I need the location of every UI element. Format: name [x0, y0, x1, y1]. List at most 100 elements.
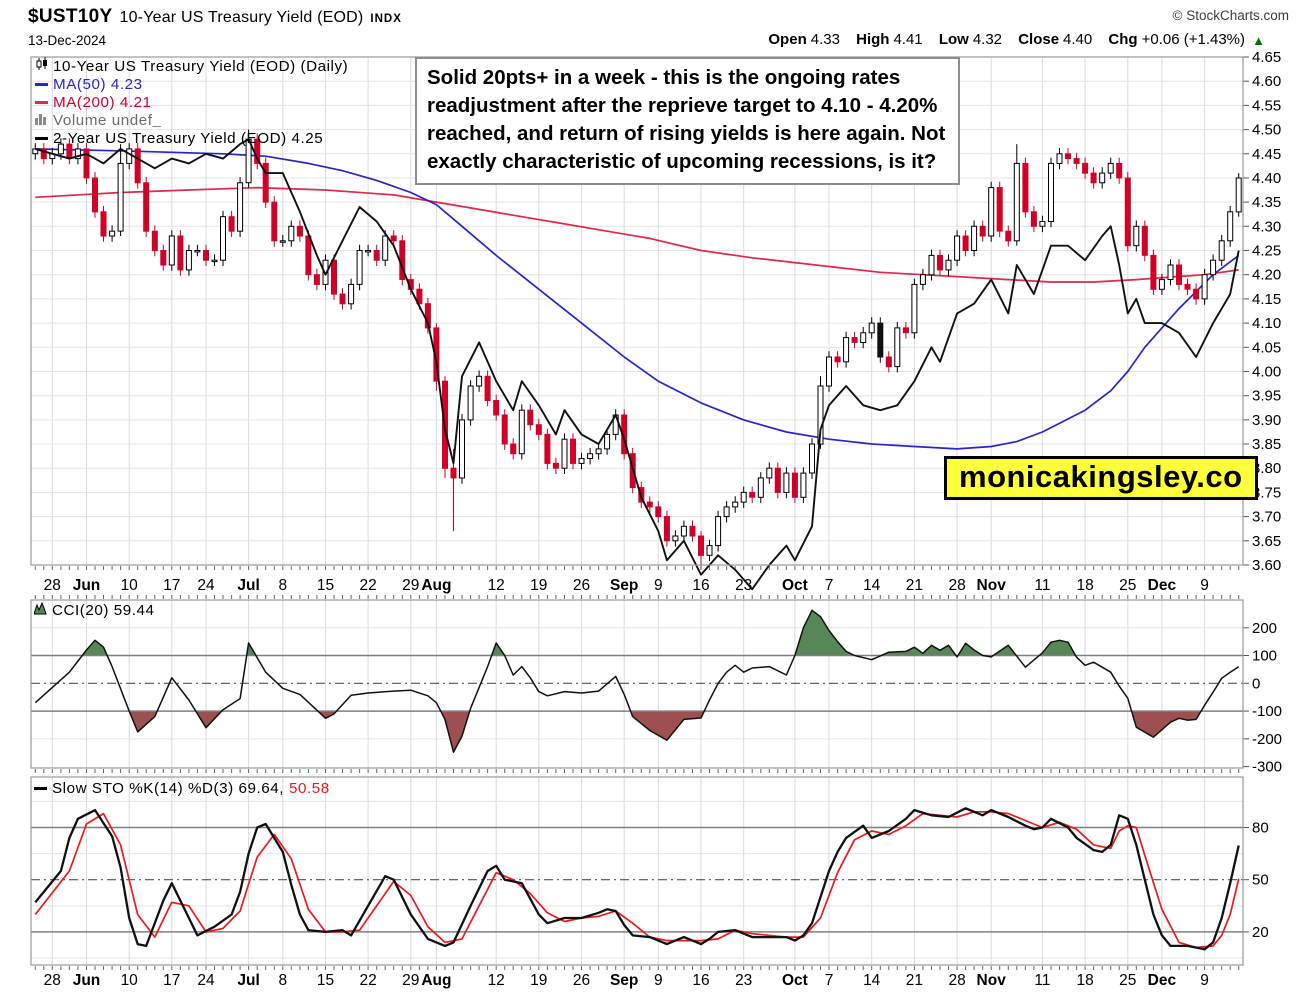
chart-header: $UST10Y 10-Year US Treasury Yield (EOD) IN…	[28, 6, 402, 28]
candlestick-icon	[34, 57, 49, 76]
svg-text:Nov: Nov	[977, 972, 1007, 989]
svg-text:-200: -200	[1252, 731, 1282, 748]
cci-line	[34, 609, 1240, 753]
svg-text:28: 28	[948, 972, 965, 989]
ma200-line	[35, 186, 1239, 283]
open-value: 4.33	[810, 31, 840, 48]
svg-text:9: 9	[654, 972, 663, 989]
svg-text:11: 11	[1034, 972, 1050, 989]
ohlc-quote-bar: Open 4.33 High 4.41 Low 4.32 Close 4.40 Chg +…	[756, 31, 1245, 48]
svg-text:80: 80	[1252, 820, 1269, 837]
svg-text:22: 22	[359, 972, 376, 989]
svg-text:26: 26	[573, 577, 590, 594]
svg-text:21: 21	[906, 577, 923, 594]
svg-text:3.60: 3.60	[1252, 557, 1281, 574]
svg-text:4.05: 4.05	[1252, 339, 1281, 356]
low-label: Low	[938, 31, 969, 48]
cci-area-icon	[32, 601, 48, 619]
svg-text:3.70: 3.70	[1252, 509, 1281, 526]
svg-text:9: 9	[654, 577, 663, 594]
legend-row-ma50: MA(50) 4.23	[34, 76, 348, 94]
sto-legend-black-label: Slow STO %K(14) %D(3) 69.64,	[52, 780, 285, 797]
chart-date: 13-Dec-2024	[28, 33, 107, 48]
sto-k-line	[34, 807, 1240, 951]
ma200-dash-icon	[34, 94, 49, 112]
ma50-dash-icon	[34, 76, 49, 94]
high-value: 4.41	[893, 31, 923, 48]
svg-text:4.30: 4.30	[1252, 218, 1281, 235]
svg-text:15: 15	[317, 577, 334, 594]
high-label: High	[856, 31, 890, 48]
svg-text:Jun: Jun	[73, 972, 101, 989]
svg-text:22: 22	[359, 577, 376, 594]
svg-text:3.65: 3.65	[1252, 533, 1281, 550]
svg-text:9: 9	[1200, 577, 1209, 594]
svg-text:16: 16	[692, 972, 709, 989]
vertical-gridlines	[51, 57, 1206, 965]
cci-y-axis-labels: 200 100 0 -100 -200 -300	[1243, 620, 1282, 776]
svg-text:28: 28	[44, 972, 61, 989]
svg-text:19: 19	[530, 577, 547, 594]
close-value: 4.40	[1063, 31, 1093, 48]
svg-text:28: 28	[948, 577, 965, 594]
svg-text:7: 7	[825, 577, 834, 594]
svg-text:4.20: 4.20	[1252, 267, 1281, 284]
svg-text:11: 11	[1034, 577, 1050, 594]
cci-legend-label: CCI(20) 59.44	[52, 602, 155, 619]
svg-text:4.65: 4.65	[1252, 49, 1281, 66]
svg-text:17: 17	[163, 577, 180, 594]
cci-panel-border	[30, 599, 1244, 769]
svg-text:Sep: Sep	[610, 972, 638, 989]
legend-row-ma200: MA(200) 4.21	[34, 94, 348, 112]
svg-text:0: 0	[1252, 675, 1260, 692]
svg-text:4.25: 4.25	[1252, 243, 1281, 260]
svg-text:26: 26	[573, 972, 590, 989]
chg-label: Chg	[1108, 31, 1138, 48]
svg-text:4.10: 4.10	[1252, 315, 1281, 332]
day-tick-marks	[34, 566, 1240, 970]
main-y-axis-labels: 3.60 3.65 3.70 3.75 3.80 3.85 3.90 3.95 4.00 4.05…	[1243, 49, 1281, 574]
svg-text:20: 20	[1252, 924, 1269, 941]
x-axis-labels: 28 28 Jun Jun 10 10 17 17 24 24 Jul Jul 8 8 15 15 22 22 29…	[44, 577, 1209, 989]
svg-text:Aug: Aug	[421, 577, 451, 594]
svg-text:-100: -100	[1252, 703, 1282, 720]
svg-text:19: 19	[530, 972, 547, 989]
svg-text:Dec: Dec	[1148, 972, 1177, 989]
legend-row-10y: 10-Year US Treasury Yield (EOD) (Daily)	[34, 57, 349, 76]
legend-ma50-label: MA(50) 4.23	[53, 75, 143, 93]
svg-text:23: 23	[735, 577, 752, 594]
svg-text:4.15: 4.15	[1252, 291, 1281, 308]
sto-dash-icon	[33, 780, 48, 797]
svg-text:14: 14	[863, 577, 881, 594]
exchange-label: INDX	[370, 13, 402, 25]
svg-text:15: 15	[317, 972, 334, 989]
svg-text:4.50: 4.50	[1252, 122, 1281, 139]
svg-text:4.35: 4.35	[1252, 194, 1281, 211]
svg-text:3.85: 3.85	[1252, 436, 1281, 453]
main-chart-legend: 10-Year US Treasury Yield (EOD) (Daily) …	[34, 57, 349, 148]
legend-ma200-label: MA(200) 4.21	[53, 93, 152, 111]
volume-bars-icon	[34, 112, 49, 130]
svg-text:Dec: Dec	[1148, 577, 1177, 594]
svg-text:28: 28	[44, 577, 61, 594]
svg-text:10: 10	[121, 972, 139, 989]
svg-text:200: 200	[1252, 620, 1277, 637]
svg-text:8: 8	[278, 577, 287, 594]
legend-10y-label: 10-Year US Treasury Yield (EOD) (Daily)	[53, 57, 349, 75]
svg-text:3.75: 3.75	[1252, 484, 1281, 501]
svg-text:24: 24	[197, 577, 215, 594]
svg-text:3.90: 3.90	[1252, 412, 1281, 429]
chg-up-triangle-icon: ▲	[1252, 33, 1265, 48]
legend-row-2y: 2-Year US Treasury Yield (EOD) 4.25	[34, 130, 348, 148]
legend-row-volume: Volume undef _	[34, 112, 348, 130]
legend-volume-label: Volume undef	[53, 111, 153, 129]
svg-text:18: 18	[1076, 972, 1093, 989]
svg-text:3.95: 3.95	[1252, 388, 1281, 405]
svg-text:12: 12	[488, 972, 505, 989]
svg-text:Jul: Jul	[237, 972, 259, 989]
svg-text:12: 12	[488, 577, 505, 594]
stockcharts-copyright: © StockCharts.com	[1172, 8, 1289, 23]
sto-panel-border	[30, 776, 1244, 966]
legend-2y-label: 2-Year US Treasury Yield (EOD) 4.25	[53, 129, 324, 147]
